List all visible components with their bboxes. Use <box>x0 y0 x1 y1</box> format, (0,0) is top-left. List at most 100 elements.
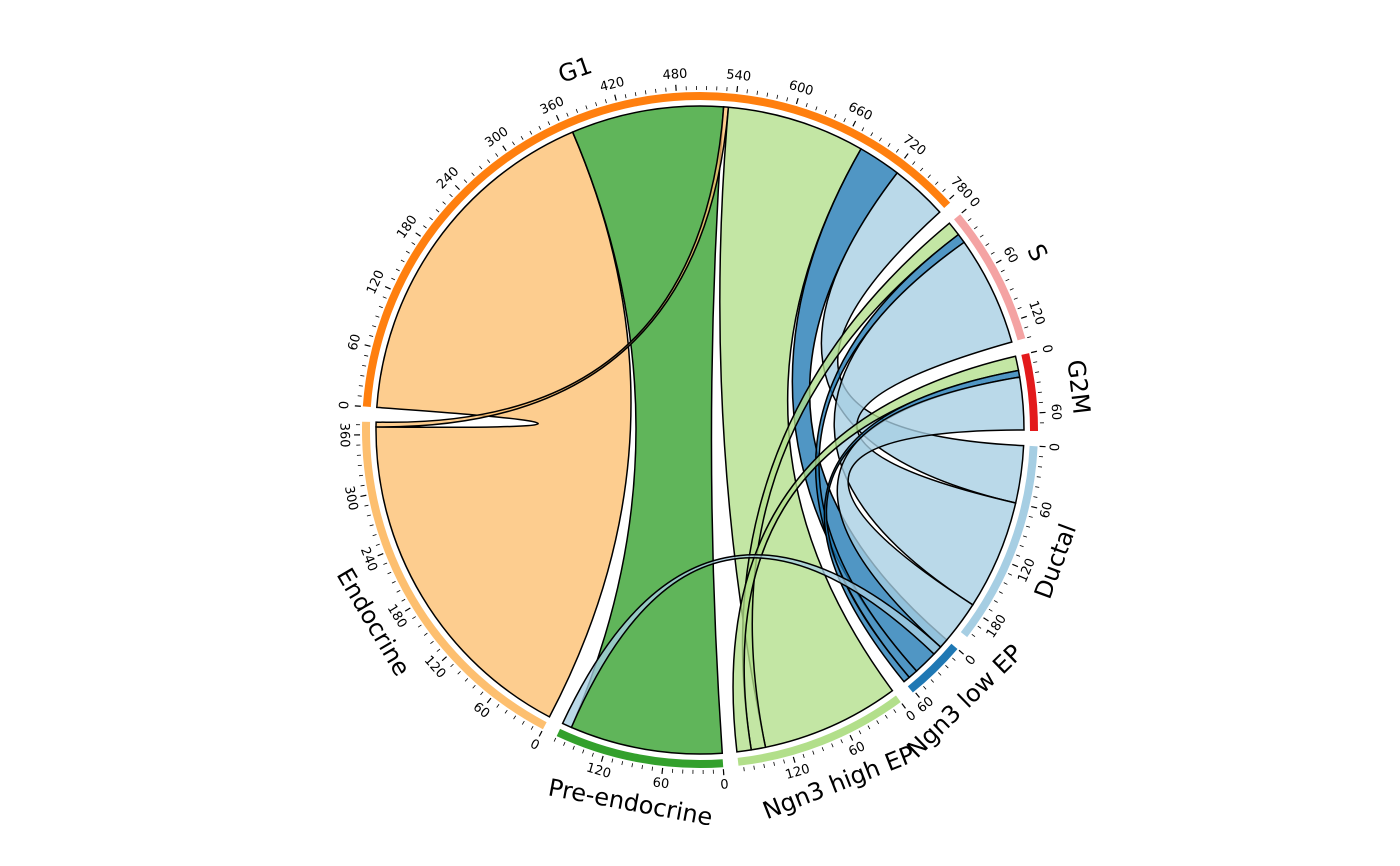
major-tick <box>795 98 799 105</box>
minor-tick <box>382 296 387 299</box>
tick-label: 60 <box>1048 403 1064 420</box>
tick-label: 0 <box>527 737 541 754</box>
tick-label: 60 <box>846 739 867 760</box>
group-label-pre-endocrine: Pre-endocrine <box>546 774 715 832</box>
minor-tick <box>563 741 566 746</box>
ribbon-g1-endocrine <box>375 106 730 428</box>
minor-tick <box>383 562 388 565</box>
major-tick <box>486 697 492 704</box>
minor-tick <box>538 125 542 130</box>
tick-label: 120 <box>1025 299 1047 327</box>
minor-tick <box>651 766 653 771</box>
minor-tick <box>973 226 978 230</box>
minor-tick <box>369 335 374 337</box>
minor-tick <box>786 97 789 102</box>
minor-tick <box>464 678 469 682</box>
tick-label: 0 <box>963 653 980 669</box>
group-arcs <box>362 92 1038 768</box>
minor-tick <box>985 243 990 246</box>
minor-tick <box>805 103 808 108</box>
minor-tick <box>496 704 500 708</box>
major-tick <box>915 692 920 698</box>
minor-tick <box>923 686 927 690</box>
minor-tick <box>391 581 396 584</box>
major-tick <box>441 656 447 662</box>
minor-tick <box>449 193 453 198</box>
minor-tick <box>369 524 374 527</box>
ribbon-s-ductal <box>833 241 1017 606</box>
tick-label: 360 <box>336 423 351 448</box>
tick-label: 300 <box>483 124 512 150</box>
tick-label: 120 <box>784 762 812 783</box>
minor-tick <box>553 737 557 742</box>
minor-tick <box>457 671 461 675</box>
minor-tick <box>375 315 380 318</box>
arc-g2m <box>1021 353 1038 431</box>
minor-tick <box>783 759 785 764</box>
minor-tick <box>952 657 956 661</box>
tick-label: 120 <box>364 268 388 297</box>
ribbon-g2m-ductal <box>836 376 1025 649</box>
tick-label: 240 <box>357 545 380 574</box>
minor-tick <box>372 325 377 328</box>
minor-tick <box>366 514 371 517</box>
major-tick <box>1031 505 1038 509</box>
ribbon-pre-endocrine-ductal <box>561 554 942 729</box>
major-tick <box>415 232 421 237</box>
minor-tick <box>644 90 647 95</box>
minor-tick <box>912 161 916 165</box>
minor-tick <box>621 761 624 766</box>
major-tick <box>377 553 384 557</box>
minor-tick <box>364 354 369 357</box>
major-tick <box>792 756 796 763</box>
minor-tick <box>967 218 972 222</box>
minor-tick <box>595 102 598 107</box>
group-label-g2m: G2M <box>1062 358 1096 415</box>
tick-label: 180 <box>394 213 420 242</box>
minor-tick <box>512 141 515 146</box>
minor-tick <box>884 714 888 719</box>
minor-tick <box>1022 535 1028 538</box>
major-tick <box>901 703 906 709</box>
minor-tick <box>821 747 824 752</box>
arc-ngn3-high-ep <box>737 695 901 766</box>
minor-tick <box>463 179 468 183</box>
minor-tick <box>582 749 585 754</box>
minor-tick <box>396 590 401 593</box>
major-tick <box>502 145 507 152</box>
minor-tick <box>411 242 416 245</box>
minor-tick <box>993 600 998 603</box>
minor-tick <box>362 364 367 367</box>
minor-tick <box>870 132 874 137</box>
ribbon-s-ngn3-high-ep <box>741 222 960 751</box>
minor-tick <box>611 758 614 763</box>
minor-tick <box>971 633 976 637</box>
minor-tick <box>867 725 871 730</box>
minor-tick <box>591 752 594 757</box>
minor-tick <box>879 137 882 142</box>
major-tick <box>736 85 739 93</box>
minor-tick <box>831 743 834 748</box>
group-label-s: S <box>1021 240 1053 267</box>
major-tick <box>1030 350 1038 354</box>
minor-tick <box>815 106 818 111</box>
tick-label: 60 <box>652 775 670 792</box>
minor-tick <box>802 753 805 758</box>
major-tick <box>360 494 367 498</box>
minor-tick <box>824 110 828 115</box>
minor-tick <box>843 118 846 123</box>
minor-tick <box>504 709 508 714</box>
major-tick <box>538 730 543 737</box>
minor-tick <box>513 715 517 720</box>
minor-tick <box>1036 381 1041 383</box>
major-tick <box>904 153 909 159</box>
minor-tick <box>450 663 454 668</box>
tick-label: 360 <box>538 94 567 118</box>
tick-label: 420 <box>598 75 626 96</box>
minor-tick <box>423 225 427 229</box>
minor-tick <box>372 534 377 537</box>
tick-label: 780 <box>947 174 975 202</box>
minor-tick <box>1026 525 1031 528</box>
minor-tick <box>1016 554 1021 557</box>
